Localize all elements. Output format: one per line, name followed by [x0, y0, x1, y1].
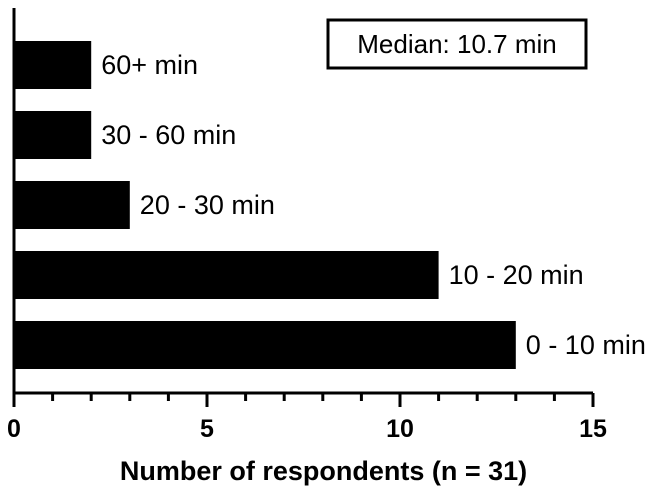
bar-label: 20 - 30 min [140, 190, 275, 220]
x-ticks-group [12, 393, 595, 407]
bars-group [14, 41, 516, 369]
bar [14, 111, 92, 159]
median-annotation-box [326, 18, 588, 70]
x-tick-labels-group: 0 5 10 15 [7, 415, 607, 443]
x-axis-title: Number of respondents (n = 31) [120, 456, 527, 486]
x-tick-label: 15 [579, 415, 607, 443]
x-tick-label: 5 [200, 415, 214, 443]
bar [14, 321, 516, 369]
bar-label: 0 - 10 min [526, 330, 646, 360]
bar-label: 30 - 60 min [101, 120, 236, 150]
x-tick-label: 0 [7, 415, 21, 443]
bar-label: 60+ min [101, 50, 198, 80]
median-annotation-text: Median: 10.7 min [357, 29, 556, 59]
x-tick-label: 10 [386, 415, 414, 443]
bar [14, 181, 130, 229]
bar-labels-group: 0 - 10 min 10 - 20 min 20 - 30 min 30 - 60 … [101, 50, 646, 360]
bar [14, 251, 439, 299]
bar [14, 41, 92, 89]
bar-label: 10 - 20 min [449, 260, 584, 290]
median-annotation: Median: 10.7 min [326, 18, 588, 70]
